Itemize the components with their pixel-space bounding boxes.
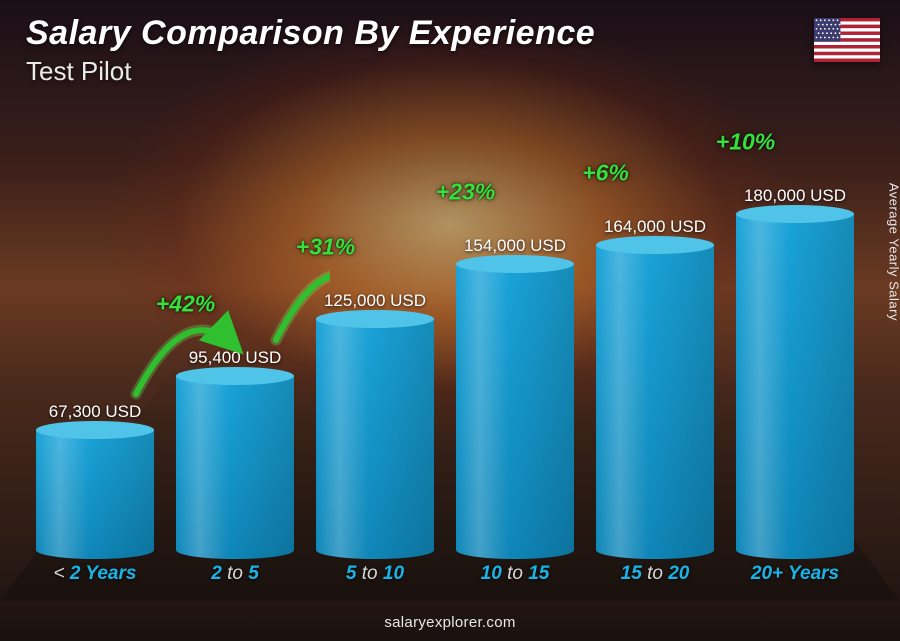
bar-column: 164,000 USD xyxy=(596,217,714,559)
y-axis-label: Average Yearly Salary xyxy=(887,182,900,320)
increase-pct-label: +42% xyxy=(156,291,215,318)
x-axis-label: 15 to 20 xyxy=(596,563,714,593)
bar-value-label: 95,400 USD xyxy=(189,348,282,368)
increase-pct-label: +10% xyxy=(716,129,775,156)
x-axis-label: 20+ Years xyxy=(736,563,854,593)
x-axis-label: 2 to 5 xyxy=(176,563,294,593)
page-title: Salary Comparison By Experience xyxy=(26,14,595,53)
bar xyxy=(176,376,294,559)
bar xyxy=(456,264,574,559)
bar-value-label: 180,000 USD xyxy=(744,186,846,206)
increase-pct-label: +31% xyxy=(296,234,355,261)
increase-pct-label: +23% xyxy=(436,178,495,205)
bars-container: 67,300 USD 95,400 USD 125,000 USD 154,000 U… xyxy=(30,99,860,559)
bar-value-label: 154,000 USD xyxy=(464,236,566,256)
bar xyxy=(316,319,434,559)
bar xyxy=(736,214,854,559)
x-axis-labels: < 2 Years 2 to 5 5 to 10 10 to 15 15 to 20 20… xyxy=(30,563,860,593)
bar xyxy=(36,430,154,559)
bar xyxy=(596,245,714,559)
footer-credit: salaryexplorer.com xyxy=(0,614,900,631)
x-axis-label: < 2 Years xyxy=(36,563,154,593)
bar-column: 67,300 USD xyxy=(36,402,154,559)
bar-value-label: 67,300 USD xyxy=(49,402,142,422)
bar-column: 180,000 USD xyxy=(736,186,854,559)
x-axis-label: 10 to 15 xyxy=(456,563,574,593)
salary-bar-chart: 67,300 USD 95,400 USD 125,000 USD 154,000 U… xyxy=(30,93,860,593)
bar-column: 95,400 USD xyxy=(176,348,294,559)
bar-value-label: 125,000 USD xyxy=(324,291,426,311)
increase-pct-label: +6% xyxy=(582,159,629,186)
x-axis-label: 5 to 10 xyxy=(316,563,434,593)
bar-value-label: 164,000 USD xyxy=(604,217,706,237)
bar-column: 154,000 USD xyxy=(456,236,574,559)
infographic-stage: Salary Comparison By Experience Test Pil… xyxy=(0,0,900,641)
bar-column: 125,000 USD xyxy=(316,291,434,559)
us-flag-icon xyxy=(814,18,880,62)
page-subtitle: Test Pilot xyxy=(26,56,132,87)
